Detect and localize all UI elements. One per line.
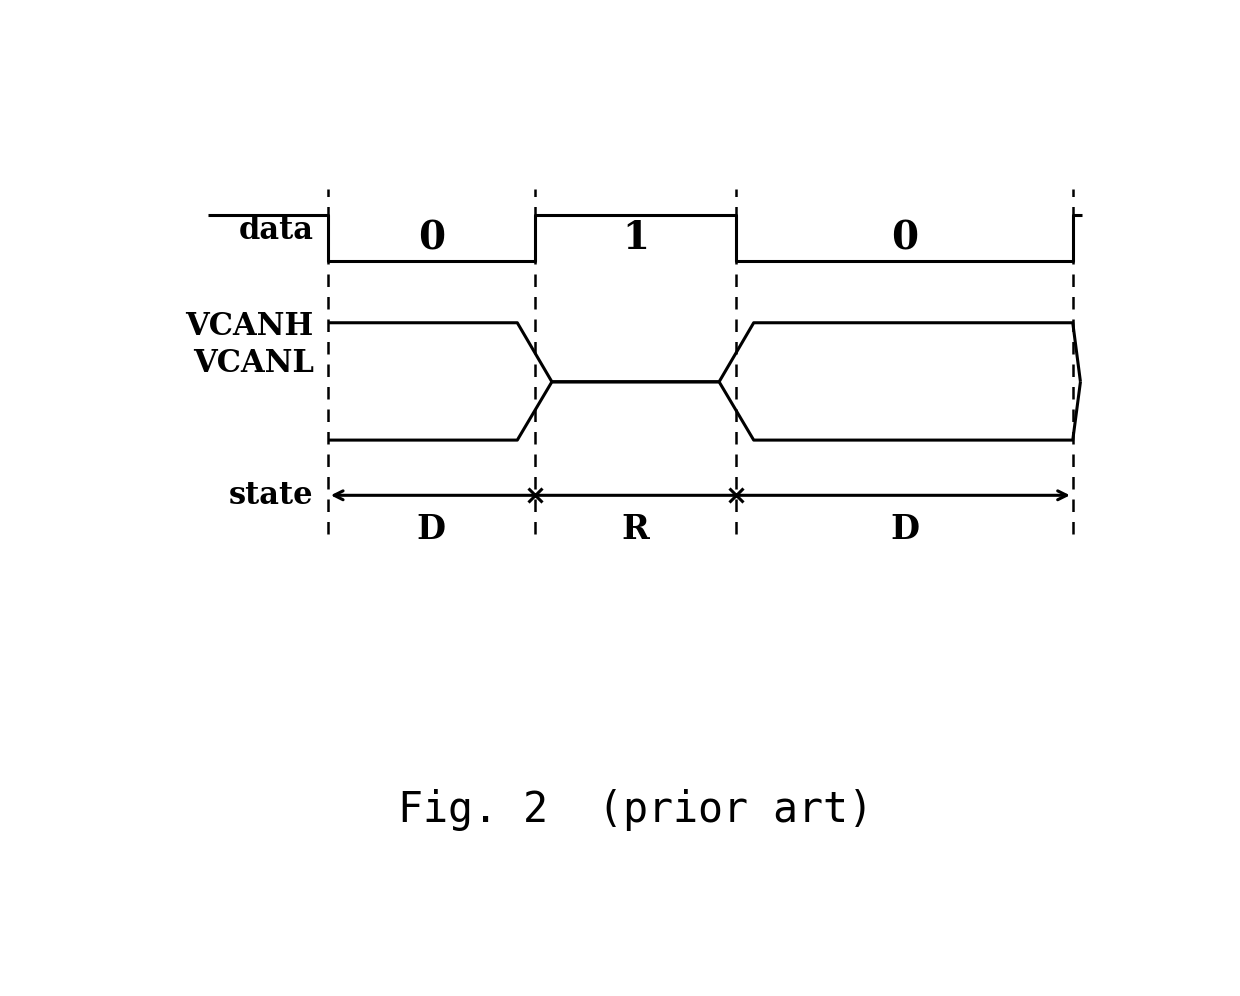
Text: data: data — [238, 215, 314, 246]
Text: state: state — [229, 480, 314, 511]
Text: VCANH: VCANH — [185, 311, 314, 342]
Text: 0: 0 — [418, 219, 445, 257]
Text: 1: 1 — [622, 219, 649, 257]
Text: Fig. 2  (prior art): Fig. 2 (prior art) — [398, 789, 873, 831]
Text: D: D — [890, 513, 919, 547]
Text: VCANL: VCANL — [192, 348, 314, 378]
Text: 0: 0 — [892, 219, 918, 257]
Text: R: R — [621, 513, 650, 547]
Text: D: D — [417, 513, 446, 547]
